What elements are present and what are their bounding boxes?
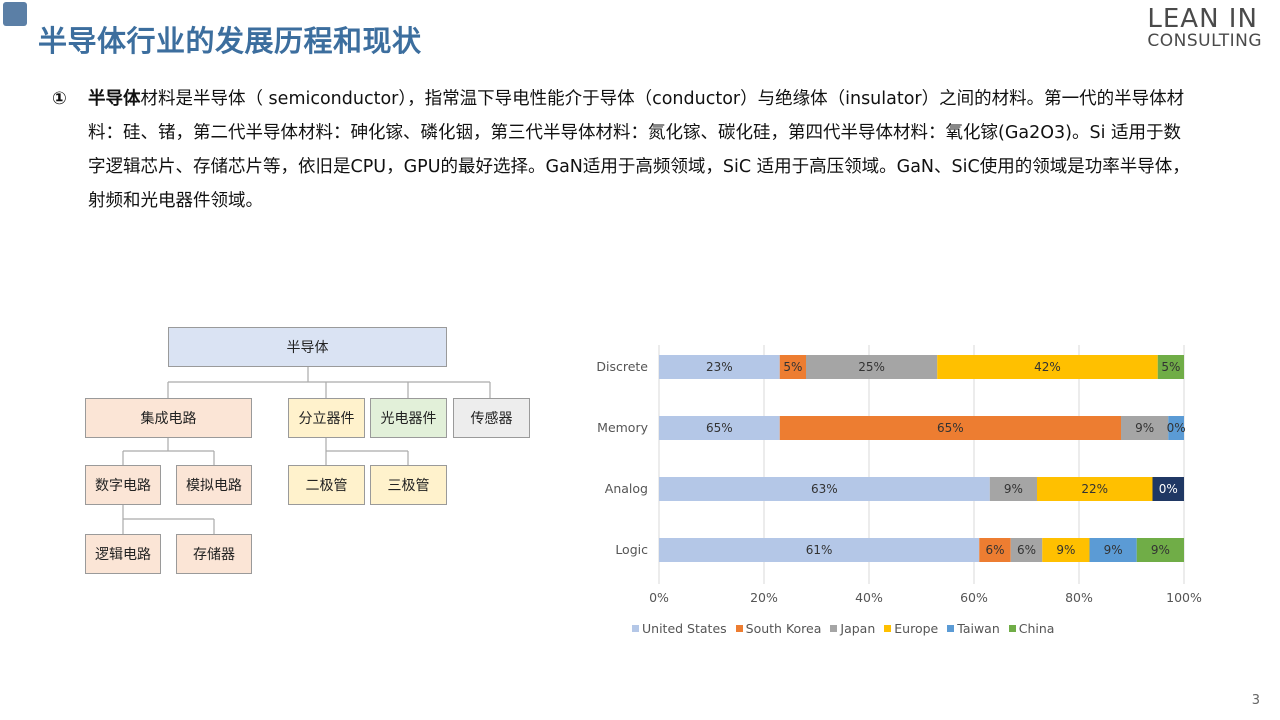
x-tick-label: 60%	[960, 590, 988, 605]
intro-paragraph: ① 半导体材料是半导体（ semiconductor），指常温下导电性能介于导体…	[52, 82, 1192, 218]
list-marker: ①	[52, 89, 67, 109]
tree-node-analog: 模拟电路	[176, 465, 252, 505]
chart-legend: United States South Korea Japan Europe Taiwa…	[632, 621, 1054, 636]
category-label: Memory	[597, 420, 648, 435]
tree-node-discrete: 分立器件	[288, 398, 365, 438]
legend-item: China	[1008, 621, 1055, 636]
legend-label: Europe	[894, 621, 939, 636]
bar-data-label: 9%	[1104, 543, 1123, 557]
bar-data-label: 9%	[1056, 543, 1075, 557]
logo-line2: CONSULTING	[1147, 31, 1262, 52]
bar-data-label: 5%	[1161, 360, 1180, 374]
category-label: Analog	[605, 481, 648, 496]
bar-segment	[1089, 538, 1137, 562]
legend-item: South Korea	[735, 621, 822, 636]
tree-node-logic: 逻辑电路	[85, 534, 161, 574]
stacked-bar-chart: 0% 20% 40% 60% 80% 100% Discrete 23% 5% 25% 42% 5% M…	[596, 345, 1202, 605]
x-tick-label: 0%	[649, 590, 669, 605]
bar-segment	[1037, 477, 1153, 501]
bar-data-label: 6%	[985, 543, 1004, 557]
bar-segment	[1157, 355, 1184, 379]
company-logo: LEAN IN CONSULTING	[1147, 4, 1262, 52]
bar-segment	[659, 355, 780, 379]
legend-item: United States	[632, 621, 727, 636]
x-tick-label: 80%	[1065, 590, 1093, 605]
bar-data-label: 25%	[858, 360, 885, 374]
bar-data-label: 65%	[937, 421, 964, 435]
bar-data-label: 61%	[806, 543, 833, 557]
tree-node-optoelectronic: 光电器件	[370, 398, 447, 438]
legend-label: Taiwan	[957, 621, 1000, 636]
legend-label: Japan	[840, 621, 876, 636]
bar-data-label: 9%	[1004, 482, 1023, 496]
bar-segment	[1121, 416, 1169, 440]
bar-segment	[659, 477, 990, 501]
bar-segment	[659, 538, 980, 562]
bar-segment	[1152, 477, 1184, 501]
legend-label: China	[1018, 621, 1055, 636]
intro-text: 半导体材料是半导体（ semiconductor），指常温下导电性能介于导体（c…	[88, 82, 1192, 218]
legend-label: South Korea	[745, 621, 822, 636]
x-tick-label: 40%	[855, 590, 883, 605]
tree-node-transistor: 三极管	[370, 465, 447, 505]
legend-item: Europe	[884, 621, 938, 636]
intro-body: 材料是半导体（ semiconductor），指常温下导电性能介于导体（cond…	[88, 89, 1190, 211]
logo-line1: LEAN IN	[1147, 4, 1258, 34]
bar-data-label: 42%	[1034, 360, 1061, 374]
bar-segment	[979, 538, 1011, 562]
legend-item: Japan	[830, 621, 875, 636]
bar-data-label: 0%	[1167, 421, 1186, 435]
bar-segment	[1010, 538, 1043, 562]
bar-data-label: 6%	[1017, 543, 1036, 557]
bar-segment	[806, 355, 938, 379]
corner-square	[3, 2, 27, 26]
legend-swatch	[632, 625, 639, 632]
category-label: Discrete	[596, 359, 648, 374]
bar-data-label: 23%	[706, 360, 733, 374]
page-number: 3	[1251, 693, 1260, 708]
x-tick-label: 20%	[750, 590, 778, 605]
tree-node-memory: 存储器	[176, 534, 252, 574]
legend-swatch	[947, 625, 955, 632]
bar-data-label: 9%	[1135, 421, 1154, 435]
bar-segment	[779, 416, 1121, 440]
tree-node-diode: 二极管	[288, 465, 365, 505]
tree-node-ic: 集成电路	[85, 398, 252, 438]
bar-data-label: 5%	[783, 360, 802, 374]
bar-segment	[659, 416, 780, 440]
legend-label: United States	[642, 621, 727, 636]
bar-segment	[1042, 538, 1090, 562]
bar-data-label: 65%	[706, 421, 733, 435]
bar-data-label: 0%	[1159, 482, 1178, 496]
bar-segment	[779, 355, 806, 379]
legend-item: Taiwan	[947, 621, 1000, 636]
page-title: 半导体行业的发展历程和现状	[38, 24, 422, 58]
legend-swatch	[830, 625, 838, 632]
x-tick-label: 100%	[1166, 590, 1202, 605]
tree-node-sensor: 传感器	[453, 398, 530, 438]
category-label: Logic	[615, 542, 648, 557]
bar-data-label: 22%	[1081, 482, 1108, 496]
bar-segment	[989, 477, 1037, 501]
legend-swatch	[735, 625, 743, 632]
bar-data-label: 9%	[1151, 543, 1170, 557]
tree-root: 半导体	[168, 327, 447, 367]
bar-data-label: 63%	[811, 482, 838, 496]
bar-segment	[1168, 416, 1184, 440]
legend-swatch	[884, 625, 892, 632]
intro-bold-lead: 半导体	[88, 89, 141, 109]
tree-node-digital: 数字电路	[85, 465, 161, 505]
legend-swatch	[1008, 625, 1016, 632]
bar-segment	[1136, 538, 1184, 562]
bar-segment	[937, 355, 1158, 379]
